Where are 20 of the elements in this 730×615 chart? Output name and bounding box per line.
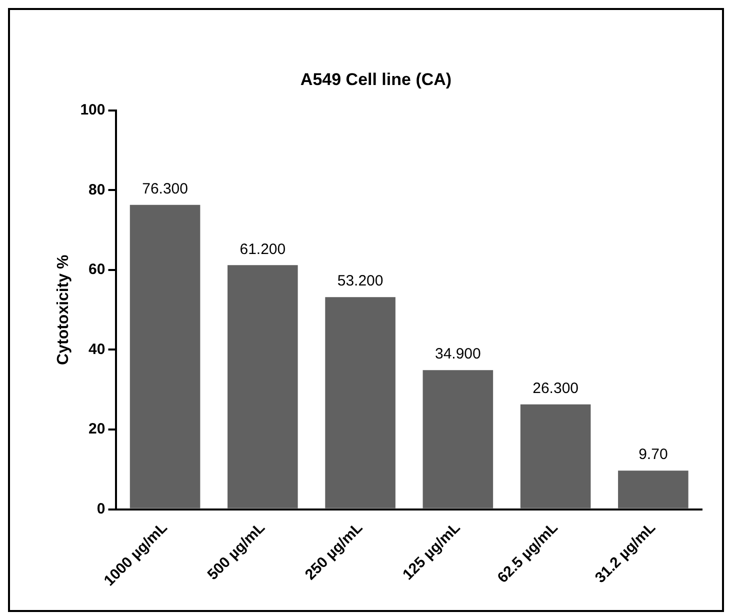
data-label: 53.200 <box>337 272 384 290</box>
y-axis-title: Cytotoxicity % <box>55 254 72 365</box>
data-label: 34.900 <box>434 346 481 363</box>
bar <box>422 370 494 508</box>
y-tick-label: 60 <box>88 261 106 278</box>
data-label: 76.300 <box>142 180 188 198</box>
bar <box>130 204 200 508</box>
data-label: 9.70 <box>638 446 668 464</box>
bar <box>228 265 298 508</box>
data-label: 26.300 <box>532 380 578 398</box>
bar <box>325 297 396 508</box>
chart-title: A549 Cell line (CA) <box>300 70 452 89</box>
y-tick-label: 100 <box>80 102 106 119</box>
y-tick-label: 40 <box>88 340 106 358</box>
y-tick-label: 20 <box>88 420 106 438</box>
bar <box>520 404 591 508</box>
data-label: 61.200 <box>240 240 286 258</box>
bar <box>618 470 688 508</box>
y-tick-label: 0 <box>96 500 106 518</box>
y-tick-label: 80 <box>88 181 106 198</box>
